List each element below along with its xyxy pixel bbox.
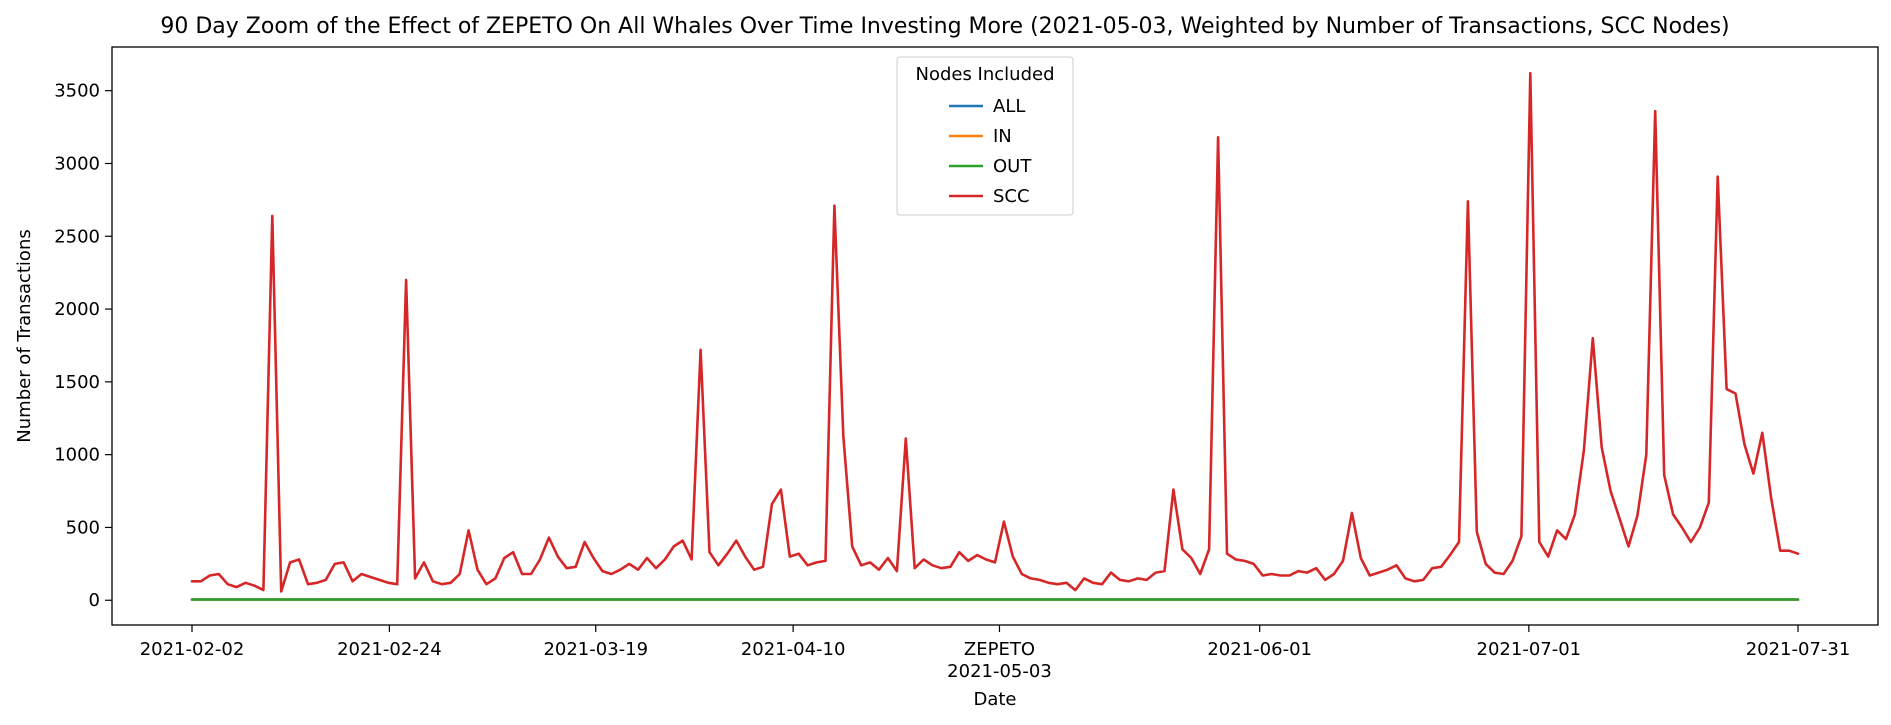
y-tick-label: 2000 xyxy=(54,299,100,320)
legend-box xyxy=(896,56,1074,216)
y-tick-label: 2500 xyxy=(54,226,100,247)
series-layer xyxy=(190,71,1800,601)
y-axis-label: Number of Transactions xyxy=(14,229,35,442)
y-tick-label: 0 xyxy=(89,590,100,611)
x-axis-label: Date xyxy=(973,689,1016,710)
x-tick-label: ZEPETO xyxy=(964,639,1035,660)
legend-label-scc: SCC xyxy=(993,186,1030,207)
x-tick-label: 2021-07-31 xyxy=(1746,639,1851,660)
legend: Nodes Included ALL IN OUT SCC xyxy=(896,56,1074,216)
x-tick-label: 2021-02-24 xyxy=(337,639,442,660)
y-tick-label: 1500 xyxy=(54,372,100,393)
y-tick-label: 3500 xyxy=(54,81,100,102)
legend-title: Nodes Included xyxy=(915,64,1054,85)
x-tick-label: 2021-07-01 xyxy=(1477,639,1582,660)
y-tick-label: 500 xyxy=(66,517,100,538)
legend-label-out: OUT xyxy=(993,156,1032,177)
legend-label-all: ALL xyxy=(993,96,1025,117)
y-tick-label: 3000 xyxy=(54,153,100,174)
x-tick-sublabel: 2021-05-03 xyxy=(947,661,1052,682)
plot-frame xyxy=(111,46,1879,626)
legend-label-in: IN xyxy=(993,126,1012,147)
y-axis: 0 500 1000 1500 2000 2500 3000 3500 xyxy=(54,81,112,611)
x-tick-label: 2021-04-10 xyxy=(741,639,846,660)
x-tick-label: 2021-03-19 xyxy=(543,639,648,660)
x-tick-label: 2021-02-02 xyxy=(140,639,245,660)
x-axis: 2021-02-02 2021-02-24 2021-03-19 2021-04-10… xyxy=(140,625,1851,682)
legend-items: ALL IN OUT SCC xyxy=(949,96,1032,207)
series-line-scc xyxy=(190,71,1800,593)
y-tick-label: 1000 xyxy=(54,445,100,466)
x-tick-label: 2021-06-01 xyxy=(1207,639,1312,660)
chart-title: 90 Day Zoom of the Effect of ZEPETO On A… xyxy=(160,14,1729,39)
